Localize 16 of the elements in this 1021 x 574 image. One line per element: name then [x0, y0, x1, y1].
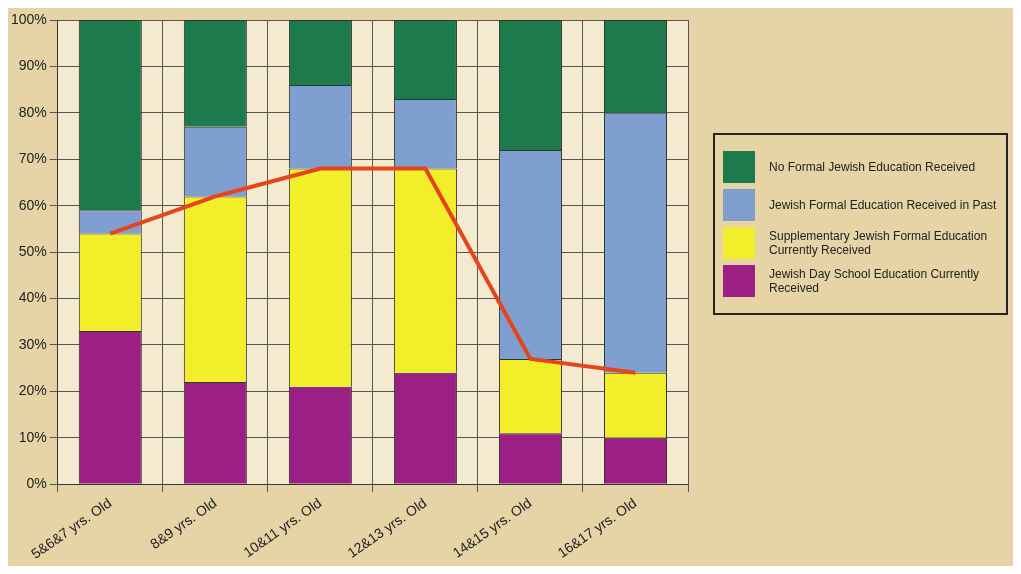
y-tick-label: 50%	[18, 242, 47, 259]
y-tick-label: 0%	[26, 475, 47, 492]
y-tick-label: 80%	[18, 103, 47, 120]
y-tick-label: 40%	[18, 289, 47, 306]
y-tick-label: 30%	[18, 335, 47, 352]
x-tick-label: 8&9 yrs. Old	[147, 494, 220, 552]
text: Jewish Day School Education Currently Received	[769, 267, 981, 295]
text: Supplementary Jewish Formal Education Currently Received	[769, 229, 989, 257]
text: Jewish Formal Education Received in Past	[769, 198, 997, 212]
y-tick-label: 70%	[18, 150, 47, 167]
text: No Formal Jewish Education Received	[769, 160, 976, 174]
y-tick-label: 10%	[18, 428, 47, 445]
y-tick-label: 20%	[18, 382, 47, 399]
y-tick-label: 90%	[18, 57, 47, 74]
y-tick-label: 100%	[10, 10, 47, 27]
y-tick-label: 60%	[18, 196, 47, 213]
